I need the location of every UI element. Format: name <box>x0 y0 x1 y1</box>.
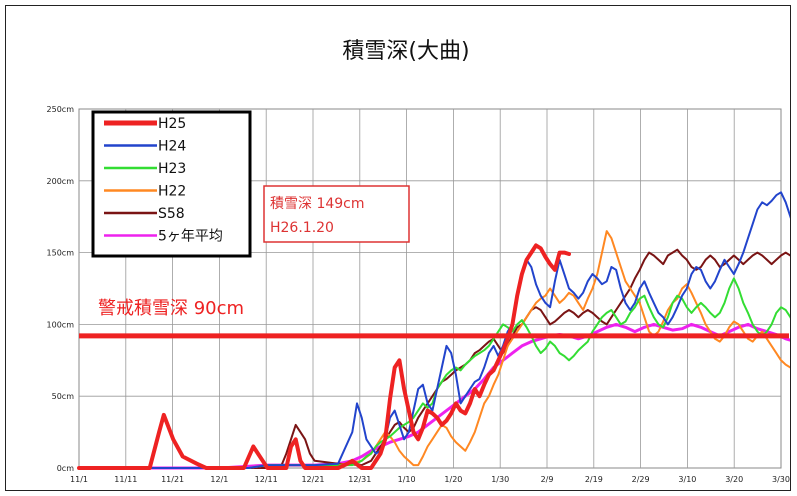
y-tick-labels: 0cm 50cm 100cm 150cm 200cm 250cm <box>47 105 75 473</box>
series-line-3 <box>78 230 797 469</box>
series-line-1 <box>78 191 797 469</box>
annotation-group: 積雪深 149cm H26.1.20 <box>263 185 410 243</box>
threshold-label: 警戒積雪深 90cm <box>98 298 244 319</box>
annotation-depth: 積雪深 149cm <box>270 196 365 212</box>
y-tick-label: 200cm <box>47 177 75 186</box>
y-tick-label: 50cm <box>52 392 75 401</box>
x-tick-label: 12/31 <box>348 475 371 484</box>
chart-title: 積雪深(大曲) <box>342 39 469 64</box>
chart-frame: 0cm 50cm 100cm 150cm 200cm 250cm 11/1 11/11 11/… <box>5 5 797 491</box>
x-tick-label: 11/11 <box>114 475 137 484</box>
x-tick-label: 3/30 <box>772 475 790 484</box>
legend-label-0: H25 <box>158 116 186 132</box>
y-tick-label: 150cm <box>47 249 75 258</box>
legend-label-4: S58 <box>158 206 185 222</box>
x-tick-label: 2/19 <box>585 475 603 484</box>
x-tick-label: 2/29 <box>632 475 650 484</box>
legend: H25 H24 H23 H22 S58 5ヶ年平均 <box>91 110 252 258</box>
x-tick-label: 11/21 <box>161 475 184 484</box>
series-lines <box>77 191 797 470</box>
x-tick-labels: 11/1 11/11 11/21 12/1 12/11 12/21 12/31 1/10 1/2… <box>70 475 790 484</box>
y-tick-label: 100cm <box>47 320 75 329</box>
legend-label-3: H22 <box>158 184 186 200</box>
plot-area <box>78 108 782 469</box>
x-tick-label: 11/1 <box>70 475 88 484</box>
x-tick-label: 12/1 <box>210 475 228 484</box>
x-tick-label: 12/21 <box>301 475 324 484</box>
x-tick-label: 3/20 <box>725 475 743 484</box>
annotation-box <box>263 185 410 243</box>
legend-box <box>91 110 252 258</box>
x-tick-label: 12/11 <box>255 475 278 484</box>
x-tick-label: 1/10 <box>398 475 416 484</box>
legend-label-5: 5ヶ年平均 <box>158 229 223 245</box>
threshold-group: 警戒積雪深 90cm <box>79 298 789 339</box>
x-tick-label: 3/10 <box>678 475 696 484</box>
x-tick-label: 1/30 <box>491 475 509 484</box>
y-tick-label: 250cm <box>47 105 75 114</box>
series-line-4 <box>78 248 797 469</box>
legend-label-1: H24 <box>158 139 186 155</box>
series-line-0 <box>77 243 571 470</box>
annotation-date: H26.1.20 <box>270 220 334 236</box>
x-tick-label: 1/20 <box>444 475 462 484</box>
y-tick-label: 0cm <box>57 464 74 473</box>
series-line-2 <box>78 277 797 469</box>
x-tick-label: 2/9 <box>541 475 554 484</box>
legend-label-2: H23 <box>158 161 186 177</box>
